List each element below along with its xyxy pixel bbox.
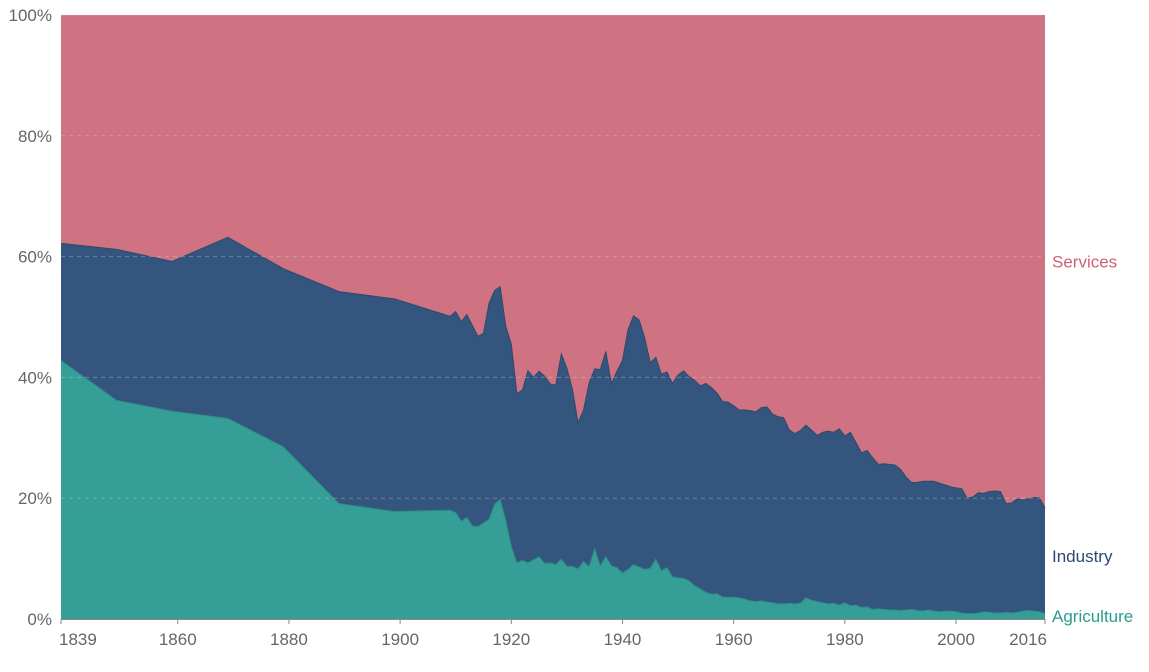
y-tick-label: 20% xyxy=(18,489,52,508)
label-agriculture: Agriculture xyxy=(1052,607,1133,626)
line-agriculture-top xyxy=(60,360,1046,615)
area-industry xyxy=(61,237,1045,614)
area-layer xyxy=(60,15,1046,619)
y-tick-label: 60% xyxy=(18,248,52,267)
x-tick-label: 1940 xyxy=(604,630,642,649)
x-tick-label: 1880 xyxy=(270,630,308,649)
axes: 0% 20% 40% 60% 80% 100% 1839 1860 1880 1900 1920 19… xyxy=(9,6,1047,649)
series-labels: Services Industry Agriculture xyxy=(1052,252,1133,626)
x-tick-label: 2000 xyxy=(937,630,975,649)
x-tick-label: 1839 xyxy=(59,630,97,649)
x-tick-label: 1960 xyxy=(715,630,753,649)
y-tick-label: 100% xyxy=(9,6,52,25)
area-services xyxy=(61,15,1045,508)
x-tick-label: 1860 xyxy=(159,630,197,649)
area-agriculture xyxy=(61,360,1045,619)
y-tick-label: 80% xyxy=(18,127,52,146)
x-tick-label: 2016 xyxy=(1009,630,1047,649)
grid-lines xyxy=(61,14,1045,499)
label-services: Services xyxy=(1052,252,1117,271)
x-tick-label: 1920 xyxy=(492,630,530,649)
label-industry: Industry xyxy=(1052,547,1113,566)
y-tick-label: 0% xyxy=(27,610,52,629)
y-tick-label: 40% xyxy=(18,368,52,387)
x-tick-label: 1900 xyxy=(381,630,419,649)
line-industry-top xyxy=(60,236,1046,509)
x-tick-label: 1980 xyxy=(826,630,864,649)
